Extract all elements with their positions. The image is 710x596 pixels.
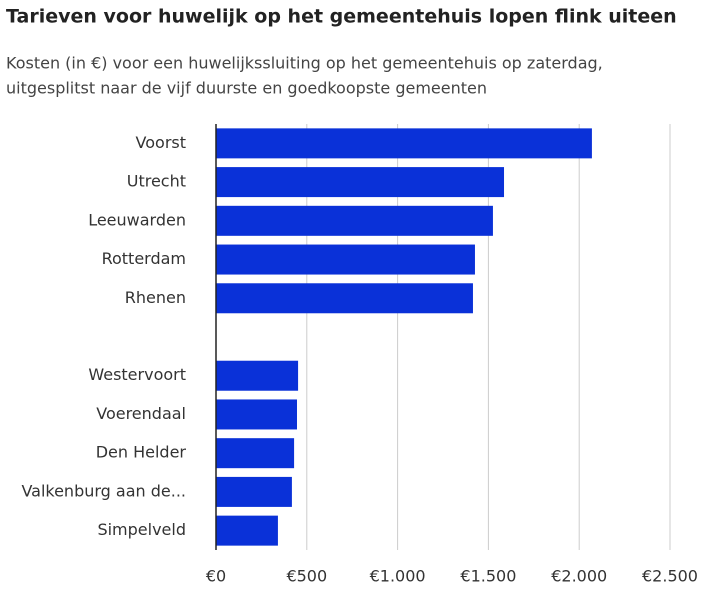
- x-tick-label: €1.500: [460, 567, 516, 586]
- bar: [216, 205, 493, 236]
- y-tick-label: Westervoort: [88, 365, 186, 384]
- x-tick-label: €0: [206, 567, 226, 586]
- x-tick-label: €2.500: [642, 567, 698, 586]
- y-tick-label: Valkenburg aan de...: [21, 481, 186, 500]
- bar: [216, 360, 299, 391]
- y-tick-label: Rhenen: [125, 288, 186, 307]
- chart-subtitle: uitgesplitst naar de vijf duurste en goe…: [6, 79, 487, 98]
- x-tick-label: €500: [286, 567, 327, 586]
- bar: [216, 283, 473, 314]
- bar: [216, 244, 475, 275]
- chart-title: Tarieven voor huwelijk op het gemeentehu…: [6, 6, 677, 28]
- bar: [216, 128, 592, 159]
- bar: [216, 515, 278, 546]
- y-tick-label: Leeuwarden: [88, 210, 186, 229]
- y-tick-label: Voorst: [136, 133, 186, 152]
- y-tick-label: Den Helder: [96, 443, 187, 462]
- bar: [216, 399, 297, 430]
- y-tick-label: Voerendaal: [96, 404, 186, 423]
- y-tick-label: Simpelveld: [97, 520, 186, 539]
- y-tick-label: Rotterdam: [102, 249, 186, 268]
- y-tick-label: Utrecht: [127, 172, 186, 191]
- x-tick-label: €2.000: [551, 567, 607, 586]
- x-tick-label: €1.000: [370, 567, 426, 586]
- bar: [216, 438, 295, 469]
- bar: [216, 167, 505, 198]
- chart-subtitle: Kosten (in €) voor een huwelijkssluiting…: [6, 54, 603, 73]
- bar: [216, 476, 292, 507]
